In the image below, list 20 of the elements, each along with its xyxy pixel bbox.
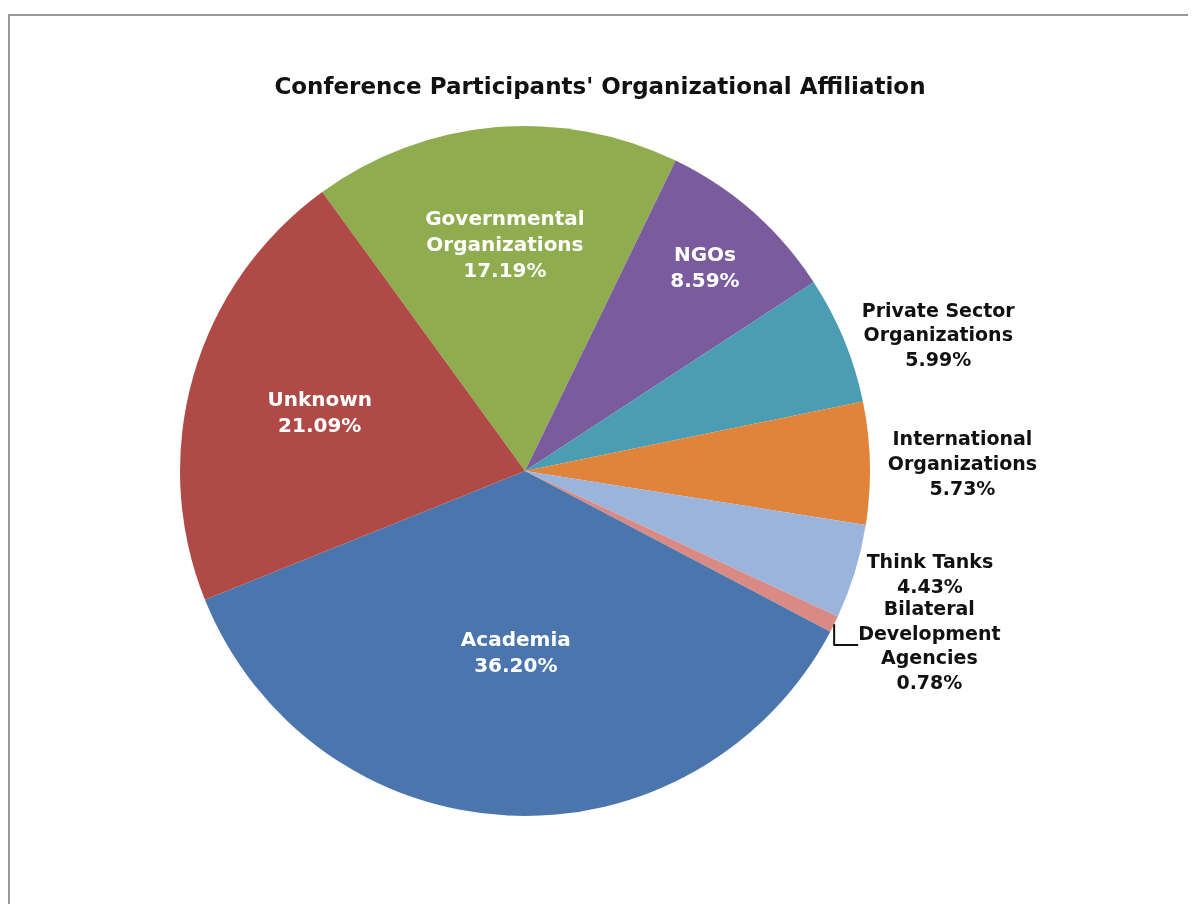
slice-label: Bilateral Development Agencies — [858, 597, 1001, 669]
slice-label: Think Tanks — [866, 550, 994, 573]
chart-title: Conference Participants' Organizational Affiliation — [274, 73, 926, 100]
slice-label: Academia — [460, 626, 571, 651]
data-label: 0.78% — [896, 671, 963, 694]
pie-slice — [525, 471, 866, 617]
data-label: 4.43% — [896, 575, 963, 598]
data-label: 5.99% — [905, 347, 972, 370]
data-label: 36.20% — [474, 652, 558, 677]
data-label: 17.19% — [463, 258, 547, 283]
data-label: 8.59% — [670, 267, 740, 292]
slice-label: Unknown — [267, 386, 372, 411]
data-label: 21.09% — [278, 412, 362, 437]
slice-label: Governmental Organizations — [425, 206, 585, 257]
pie-slice — [525, 401, 870, 525]
slice-label: International Organizations — [887, 427, 1038, 475]
data-label: 5.73% — [929, 476, 996, 499]
slice-label: NGOs — [673, 241, 736, 266]
pie-slice — [204, 471, 831, 816]
slice-label: Private Sector Organizations — [861, 298, 1016, 346]
